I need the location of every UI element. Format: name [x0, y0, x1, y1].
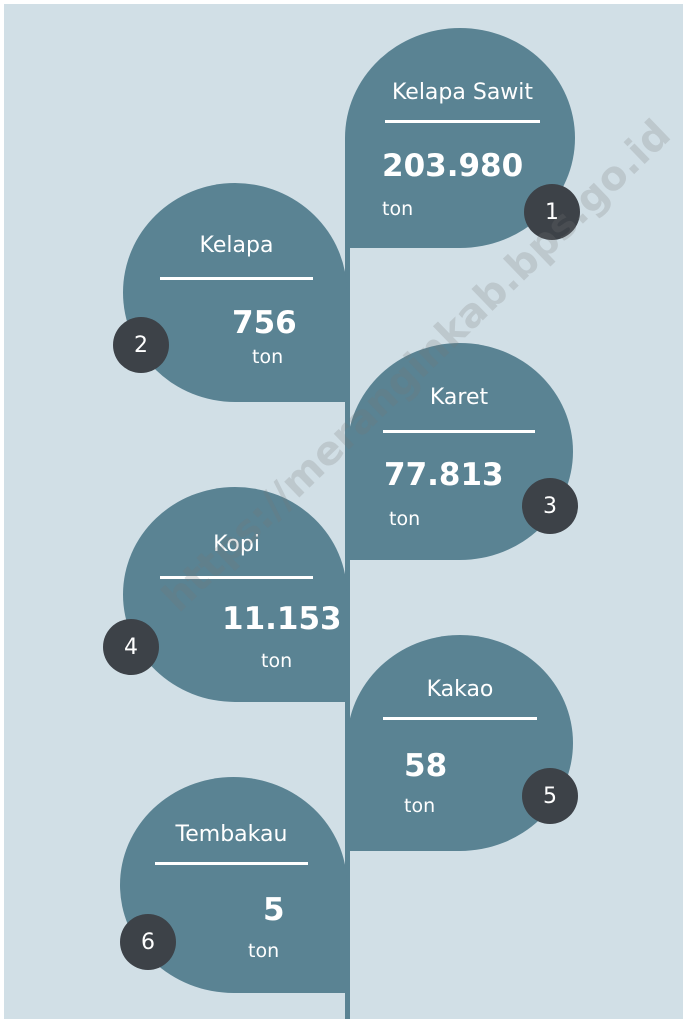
leaf-value: 756	[232, 305, 297, 341]
leaf-title: Kopi	[213, 532, 260, 557]
leaf-title: Kakao	[426, 677, 494, 702]
divider	[155, 862, 308, 865]
leaf-value: 77.813	[384, 457, 504, 493]
number-badge: 5	[522, 768, 578, 824]
leaf-title: Kelapa	[199, 233, 274, 258]
leaf-title: Tembakau	[175, 822, 288, 847]
divider	[383, 717, 537, 720]
divider	[385, 120, 540, 123]
leaf: Karet 77.813 ton	[347, 343, 573, 560]
number-badge: 3	[522, 478, 578, 534]
divider	[160, 277, 313, 280]
leaf: Tembakau 5 ton	[120, 777, 347, 993]
number-badge: 1	[524, 184, 580, 240]
divider	[160, 576, 313, 579]
stem	[345, 240, 350, 1019]
leaf-title: Karet	[429, 385, 489, 410]
divider	[383, 430, 535, 433]
leaf-value: 11.153	[222, 601, 342, 637]
leaf-unit: ton	[389, 508, 421, 530]
leaf-value: 203.980	[382, 148, 524, 184]
leaf-value: 58	[404, 748, 448, 784]
leaf-unit: ton	[404, 795, 436, 817]
number-badge: 6	[120, 914, 176, 970]
number-badge: 2	[113, 317, 169, 373]
leaf: Kelapa 756 ton	[123, 183, 347, 402]
leaf-title: Kelapa Sawit	[391, 80, 534, 105]
leaf-unit: ton	[382, 198, 414, 220]
leaf: Kopi 11.153 ton	[123, 487, 347, 702]
infographic: Kelapa Sawit 203.980 ton 1 Kelapa 756 ton 2 Kare…	[4, 4, 683, 1019]
leaf-unit: ton	[261, 650, 293, 672]
number-badge: 4	[103, 619, 159, 675]
leaf-unit: ton	[248, 940, 280, 962]
leaf-value: 5	[263, 892, 285, 928]
leaf-unit: ton	[252, 346, 284, 368]
